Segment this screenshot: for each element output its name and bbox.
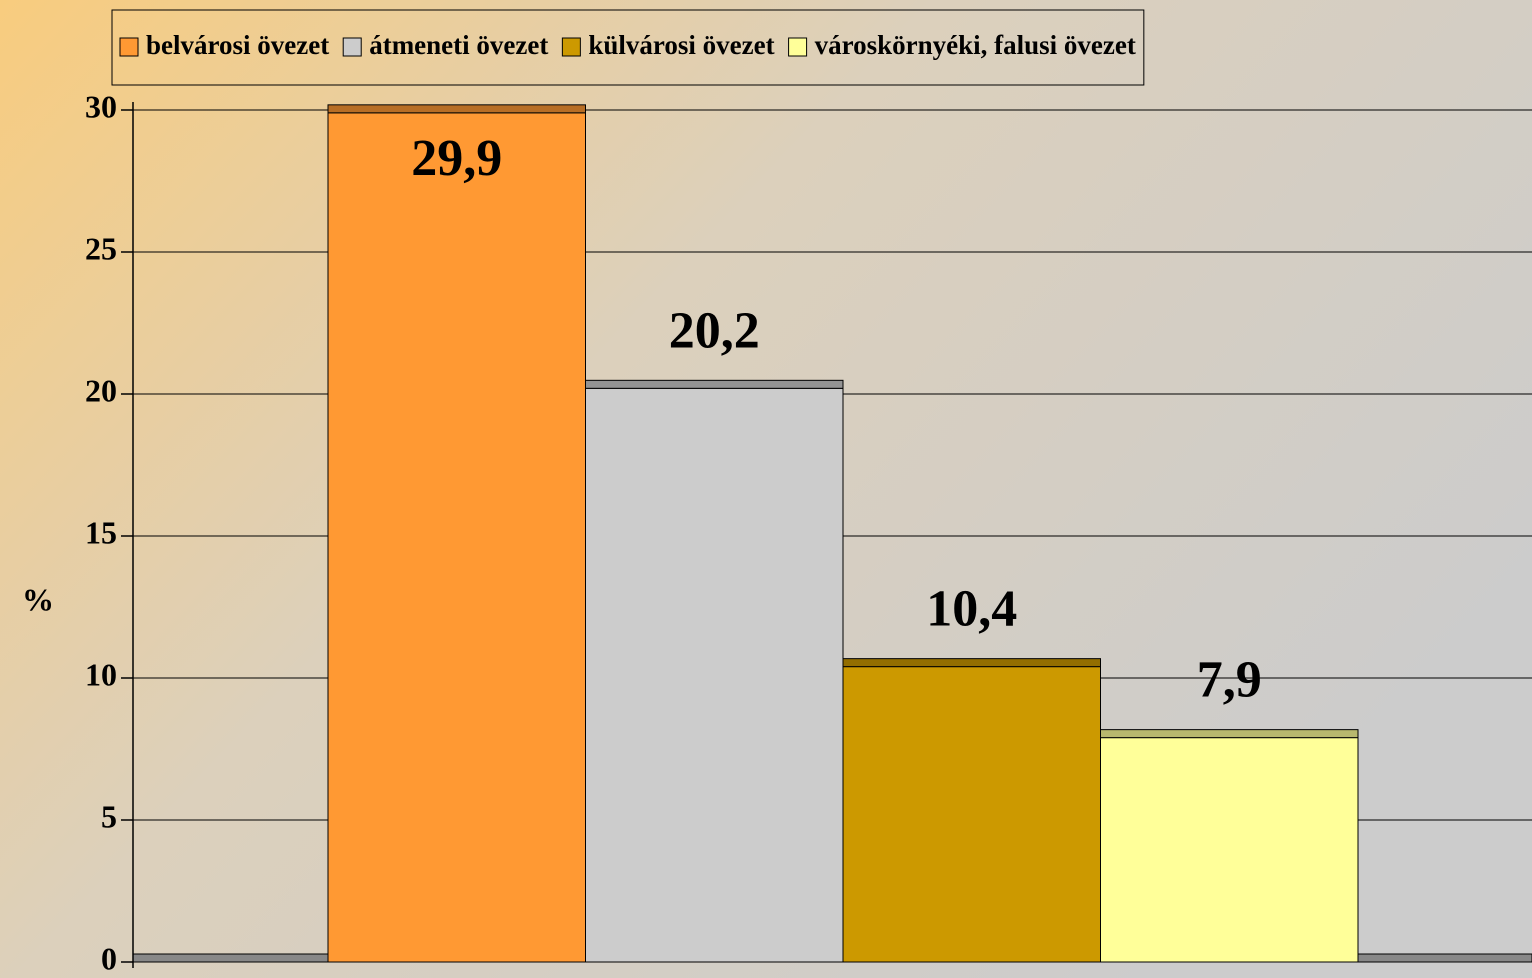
legend-swatch [342,37,362,57]
bar-top [1100,729,1359,739]
bar-group [585,379,844,963]
bar [842,666,1101,963]
y-tick-label: 5 [101,798,117,834]
bar-group [1100,729,1359,963]
bar [327,112,586,963]
legend-box [111,9,1145,86]
y-tick-label: 30 [85,88,117,124]
data-label: 29,9 [411,130,502,187]
legend-label: külvárosi övezet [588,30,774,60]
legend-label: átmeneti övezet [369,30,548,60]
y-tick-label: 25 [85,230,117,266]
y-tick-label: 20 [85,372,117,408]
bar-group [327,104,586,963]
bar-top [585,379,844,389]
data-label: 10,4 [926,581,1017,638]
bar-group [842,658,1101,963]
bar-top [842,658,1101,668]
bar-top [327,104,586,114]
data-label: 7,9 [1197,652,1262,709]
y-tick-label: 15 [85,514,117,550]
y-tick-label: 10 [85,656,117,692]
legend-label: városkörnyéki, falusi övezet [815,30,1136,60]
y-axis-label: % [22,581,54,617]
y-tick-label: 0 [101,940,117,976]
legend-label: belvárosi övezet [146,30,329,60]
legend-swatch [788,37,808,57]
bar [1100,737,1359,963]
legend: belvárosi övezet átmeneti övezet külvárosi… [111,9,1145,86]
legend-swatch [119,37,139,57]
legend-swatch [561,37,581,57]
bar [585,387,844,963]
data-label: 20,2 [669,302,760,359]
